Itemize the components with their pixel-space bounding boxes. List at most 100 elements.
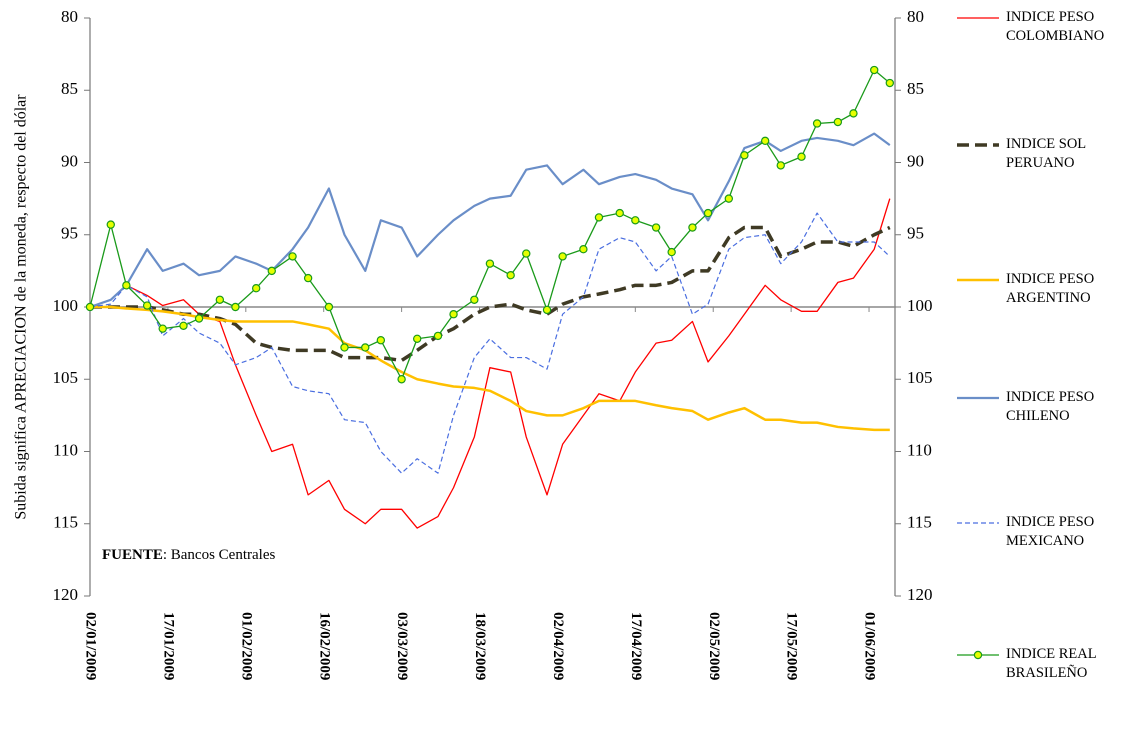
series-line	[89, 132, 891, 309]
legend-item: INDICE PESO CHILENO	[955, 388, 1135, 426]
y-tick-label: 100	[53, 296, 79, 315]
series-marker	[760, 136, 770, 146]
series-marker	[158, 324, 167, 333]
annotation-text: : Bancos Centrales	[163, 547, 276, 563]
series-marker	[142, 301, 152, 310]
series-marker	[288, 252, 297, 261]
legend-label: INDICE REAL BRASILEÑO	[1006, 646, 1097, 681]
legend-label: INDICE SOL PERUANO	[1006, 136, 1086, 171]
series-marker	[506, 271, 515, 280]
series-marker	[522, 249, 531, 258]
series-marker	[615, 208, 624, 218]
series-marker	[797, 152, 806, 161]
legend-swatch	[957, 17, 999, 19]
series-line	[90, 225, 891, 363]
legend-item: INDICE PESO COLOMBIANO	[955, 8, 1135, 46]
y2-tick-label: 105	[907, 368, 933, 387]
series-line	[89, 212, 891, 474]
legend-swatch	[957, 650, 999, 660]
y2-tick-label: 110	[907, 440, 932, 459]
legend-item: INDICE PESO ARGENTINO	[955, 270, 1135, 308]
y2-tick-label: 90	[907, 151, 924, 170]
series-marker	[849, 109, 858, 118]
series-marker	[231, 302, 240, 312]
series-marker	[812, 119, 822, 128]
y2-tick-label: 80	[907, 7, 924, 26]
series-marker	[667, 247, 676, 257]
series-marker	[688, 223, 697, 232]
series-marker	[433, 331, 443, 341]
y-tick-label: 80	[61, 7, 78, 26]
legend-swatch	[957, 396, 999, 400]
legend-label: INDICE PESO COLOMBIANO	[1006, 9, 1105, 44]
series-marker	[542, 305, 552, 315]
series-marker	[215, 295, 225, 304]
y-tick-label: 90	[61, 151, 78, 170]
x-tick-label: 16/02/2009	[316, 612, 332, 680]
legend-label: INDICE PESO CHILENO	[1006, 389, 1095, 424]
series-line	[90, 305, 890, 432]
series-marker	[870, 65, 879, 75]
series-marker	[106, 220, 115, 229]
y2-tick-label: 95	[907, 224, 924, 243]
series-marker	[724, 194, 734, 203]
series-marker	[85, 302, 95, 312]
x-tick-label: 17/05/2009	[784, 612, 800, 680]
y-tick-label: 95	[61, 224, 78, 243]
y-axis-label: Subida significa APRECIACION de la moned…	[13, 94, 30, 520]
series-marker	[361, 343, 370, 352]
x-tick-label: 17/01/2009	[160, 612, 176, 680]
y-tick-label: 85	[61, 79, 78, 98]
legend-item: INDICE SOL PERUANO	[955, 135, 1135, 173]
series-marker	[740, 151, 749, 160]
series-marker	[651, 223, 661, 232]
y2-tick-label: 115	[907, 513, 932, 532]
series-marker	[885, 78, 895, 88]
series-line	[89, 198, 891, 529]
series-line	[89, 69, 891, 380]
annotation: FUENTE: Bancos Centrales	[102, 547, 275, 563]
legend-swatch	[957, 278, 999, 282]
legend-swatch	[957, 143, 999, 147]
x-tick-label: 01/02/2009	[238, 612, 254, 680]
y2-tick-label: 100	[907, 296, 933, 315]
legend-label: INDICE PESO MEXICANO	[1006, 514, 1095, 549]
legend-label: INDICE PESO ARGENTINO	[1006, 271, 1095, 306]
series-marker	[267, 266, 276, 276]
series-marker	[194, 314, 204, 323]
series-marker	[412, 334, 422, 343]
x-tick-label: 01/06/2009	[862, 612, 878, 680]
series-marker	[558, 252, 567, 261]
series-marker	[579, 244, 588, 254]
x-tick-label: 02/05/2009	[706, 612, 722, 680]
series-marker	[324, 302, 334, 312]
x-tick-label: 02/01/2009	[83, 612, 99, 680]
y2-tick-label: 85	[907, 79, 924, 98]
y-tick-label: 105	[53, 368, 79, 387]
legend-item: INDICE REAL BRASILEÑO	[955, 645, 1135, 683]
series-marker	[485, 259, 495, 268]
y-tick-label: 120	[53, 585, 79, 604]
series-marker	[397, 375, 406, 384]
series-marker	[594, 213, 604, 222]
series-marker	[122, 281, 131, 290]
y2-tick-label: 120	[907, 585, 933, 604]
legend-swatch	[957, 522, 999, 524]
x-tick-label: 02/04/2009	[550, 612, 566, 680]
x-tick-label: 17/04/2009	[628, 612, 644, 680]
annotation-bold: FUENTE	[102, 547, 163, 563]
series-marker	[376, 336, 386, 345]
x-tick-label: 03/03/2009	[394, 612, 410, 680]
series-marker	[303, 273, 313, 283]
legend-marker	[973, 650, 983, 660]
x-tick-label: 18/03/2009	[472, 612, 488, 680]
y-tick-label: 110	[53, 440, 78, 459]
series-marker	[776, 161, 785, 170]
series-marker	[449, 310, 458, 319]
series-marker	[631, 216, 640, 225]
series-marker	[251, 284, 261, 293]
series-marker	[833, 117, 843, 127]
legend-item: INDICE PESO MEXICANO	[955, 513, 1135, 551]
series-marker	[703, 208, 713, 218]
